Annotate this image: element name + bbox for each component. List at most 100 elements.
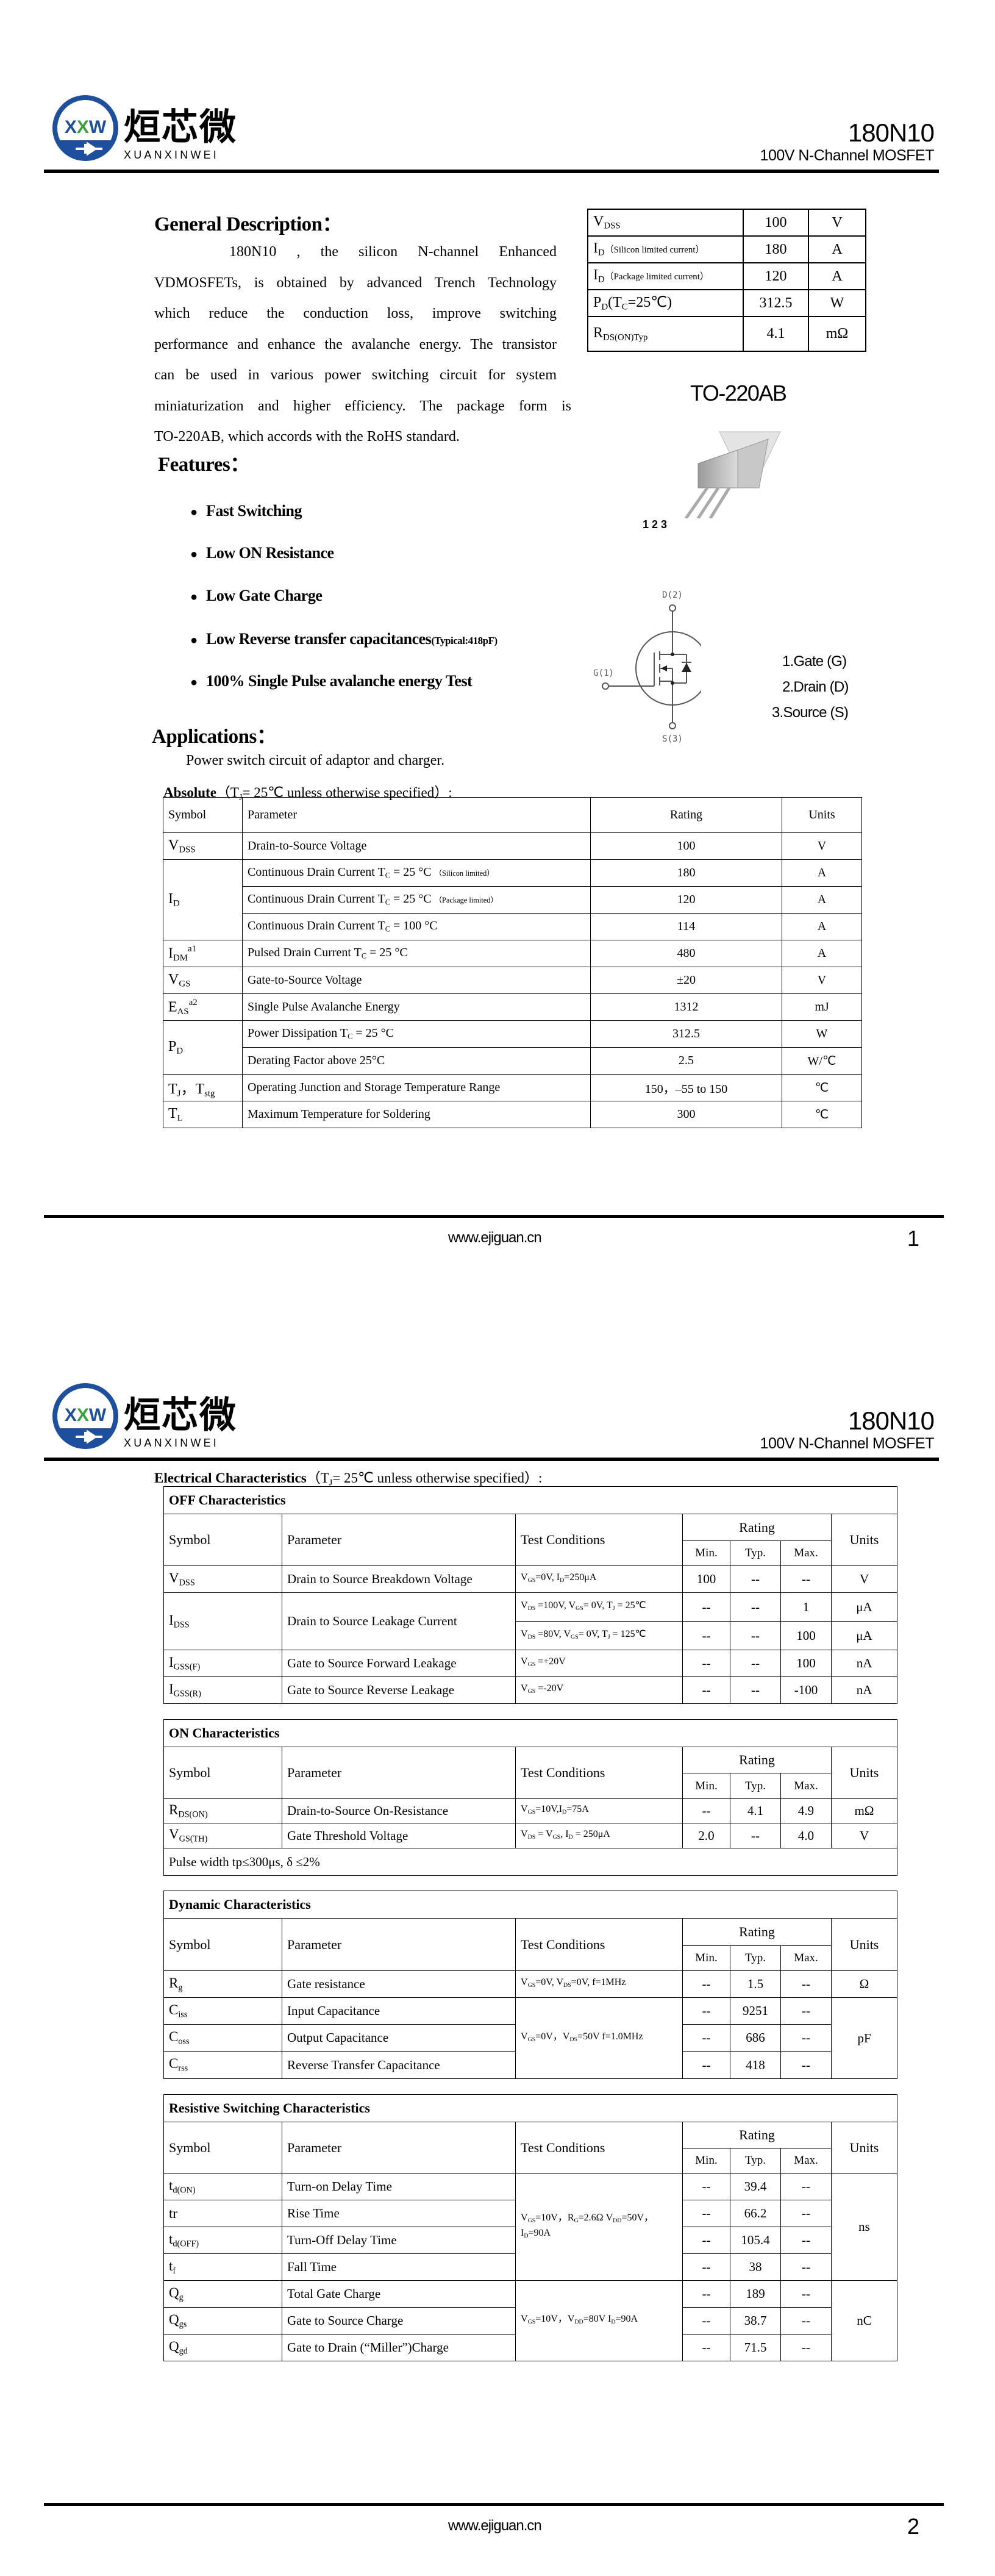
- table-cell: --: [780, 1970, 832, 1998]
- table-cell: 71.5: [730, 2334, 781, 2361]
- column-header: Parameter: [282, 1514, 516, 1566]
- bullet-icon: ●: [190, 590, 198, 604]
- table-cell: ±20: [590, 967, 782, 994]
- table-cell: 1: [780, 1592, 832, 1622]
- feature-note: (Typical:418pF): [431, 635, 498, 646]
- description-line: VDMOSFETs, is obtained by advanced Trenc…: [154, 274, 557, 291]
- table-cell: Qgd: [163, 2334, 282, 2361]
- table-cell: nA: [830, 1676, 898, 1704]
- description-line: miniaturization and higher efficiency. T…: [154, 398, 571, 414]
- table-cell: PD(TC=25℃): [587, 289, 744, 317]
- table-row: tr Rise Time -- 66.2 --: [163, 2200, 897, 2227]
- table-cell: Drain to Source Breakdown Voltage: [282, 1565, 516, 1593]
- bullet-icon: ●: [190, 506, 198, 519]
- part-subtitle: 100V N-Channel MOSFET: [760, 1435, 935, 1452]
- feature-item: ● Fast Switching: [190, 502, 302, 520]
- section-title: ON Characteristics: [163, 1719, 898, 1747]
- table-cell: 2.5: [590, 1047, 782, 1075]
- table-cell: Gate resistance: [282, 1970, 516, 1998]
- table-cell: A: [782, 886, 862, 914]
- table-cell: V: [830, 1565, 898, 1593]
- column-header: Test Conditions: [515, 2122, 683, 2174]
- company-logo-icon: XXW: [52, 1383, 118, 1449]
- table-cell: 4.1: [743, 316, 809, 352]
- table-cell: --: [780, 1565, 832, 1593]
- table-cell: --: [682, 2024, 730, 2052]
- table-cell: 300: [590, 1101, 782, 1128]
- table-cell: Ω: [830, 1970, 898, 1998]
- table-row: Coss Output Capacitance -- 686 --: [163, 2024, 897, 2052]
- footer-url[interactable]: www.ejiguan.cn: [448, 1229, 542, 1246]
- svg-text:XXW: XXW: [65, 117, 107, 137]
- company-logo-chinese: 烜芯微: [124, 106, 237, 149]
- datasheet-page-2: XXW 烜芯微 XUANXINWEI 180N10 100V N-Channel…: [0, 1288, 995, 2576]
- table-note-row: Pulse width tp≤300μs, δ ≤2%: [163, 1848, 898, 1876]
- table-cell: VDSS: [163, 832, 243, 860]
- table-cell: ID（Silicon limited current）: [587, 235, 744, 263]
- resistive-switching-characteristics-table: Resistive Switching Characteristics Symbo…: [163, 2094, 898, 2361]
- table-cell: ID（Package limited current）: [587, 262, 744, 290]
- table-cell: 480: [590, 940, 782, 967]
- table-cell: μA: [830, 1592, 898, 1622]
- footer-divider: [44, 2503, 944, 2506]
- table-cell: mΩ: [830, 1798, 898, 1823]
- column-header: Symbol: [163, 1747, 282, 1799]
- key-specs-table: VDSS 100 V ID（Silicon limited current） 180 A I…: [587, 209, 866, 352]
- table-cell: 1.5: [730, 1970, 781, 1998]
- spec-row: ID（Silicon limited current） 180 A: [587, 235, 866, 263]
- company-logo-chinese: 烜芯微: [124, 1394, 237, 1437]
- table-row: Rg Gate resistance VGS=0V, VDS=0V, f=1MHz -…: [163, 1970, 898, 1998]
- package-pin-numbers: 1 2 3: [643, 518, 668, 531]
- on-characteristics-table: ON Characteristics Symbol Parameter Test Co…: [163, 1719, 898, 1876]
- table-row: EASa2 Single Pulse Avalanche Energy 1312 mJ: [163, 993, 862, 1021]
- table-cell: Gate Threshold Voltage: [282, 1823, 516, 1848]
- column-subheader: Typ.: [730, 1540, 781, 1566]
- table-cell: 1312: [590, 993, 782, 1021]
- table-cell: --: [780, 2334, 832, 2361]
- section-title-row: Dynamic Characteristics: [163, 1891, 898, 1919]
- table-cell: W/℃: [782, 1047, 862, 1075]
- pin-legend-drain: 2.Drain (D): [782, 679, 849, 695]
- table-cell: 105.4: [730, 2227, 781, 2254]
- table-cell: Drain-to-Source Voltage: [242, 832, 591, 860]
- table-cell: 100: [780, 1650, 832, 1677]
- feature-item: ● 100% Single Pulse avalanche energy Test: [190, 672, 473, 690]
- table-cell: Crss: [163, 2051, 282, 2079]
- table-row: Ciss Input Capacitance VGS=0V，VDS=50V f=1.…: [163, 1997, 898, 2079]
- table-cell: VDSS: [163, 1565, 282, 1593]
- table-cell: Power Dissipation TC = 25 °C: [242, 1020, 591, 1048]
- table-cell: --: [682, 1621, 730, 1650]
- table-cell: --: [780, 2051, 832, 2079]
- table-cell: Single Pulse Avalanche Energy: [242, 993, 591, 1021]
- table-cell: --: [682, 1650, 730, 1677]
- table-header-row: Symbol Parameter Test Conditions Rating Unit…: [163, 1918, 898, 1971]
- svg-text:XXW: XXW: [65, 1405, 107, 1425]
- column-header: Units: [830, 1747, 898, 1799]
- column-header: Rating: [682, 2122, 832, 2148]
- table-cell: RDS(ON)Typ: [587, 316, 744, 352]
- table-cell: mΩ: [808, 316, 866, 352]
- section-title: Resistive Switching Characteristics: [163, 2094, 898, 2122]
- table-header-row: Symbol Parameter Test Conditions Rating Unit…: [163, 1747, 898, 1799]
- table-cell: Turn-on Delay Time: [282, 2173, 516, 2200]
- table-cell: 66.2: [730, 2200, 781, 2227]
- table-row: IGSS(R) Gate to Source Reverse Leakage VGS…: [163, 1676, 898, 1704]
- table-cell: 150，–55 to 150: [590, 1074, 782, 1101]
- mosfet-schematic-icon: D(2) G(1) S(3): [593, 590, 701, 744]
- table-cell: nC: [830, 2280, 898, 2361]
- feature-item: ● Low Gate Charge: [190, 587, 323, 605]
- table-cell: --: [682, 2280, 730, 2308]
- table-cell: VGS =-20V: [515, 1676, 683, 1704]
- footer-url[interactable]: www.ejiguan.cn: [448, 2517, 542, 2534]
- table-cell: --: [682, 2200, 730, 2227]
- table-cell: --: [780, 2200, 832, 2227]
- table-cell: Gate-to-Source Voltage: [242, 967, 591, 994]
- table-cell: VDS =100V, VGS= 0V, TJ = 25℃: [515, 1592, 683, 1622]
- column-subheader: Min.: [682, 2148, 730, 2174]
- table-cell: 100: [590, 832, 782, 860]
- table-cell: --: [682, 1970, 730, 1998]
- spec-row: VDSS 100 V: [587, 209, 866, 237]
- table-cell: VGS =+20V: [515, 1650, 683, 1677]
- table-row: RDS(ON) Drain-to-Source On-Resistance VGS=…: [163, 1798, 898, 1823]
- table-cell: --: [730, 1621, 781, 1650]
